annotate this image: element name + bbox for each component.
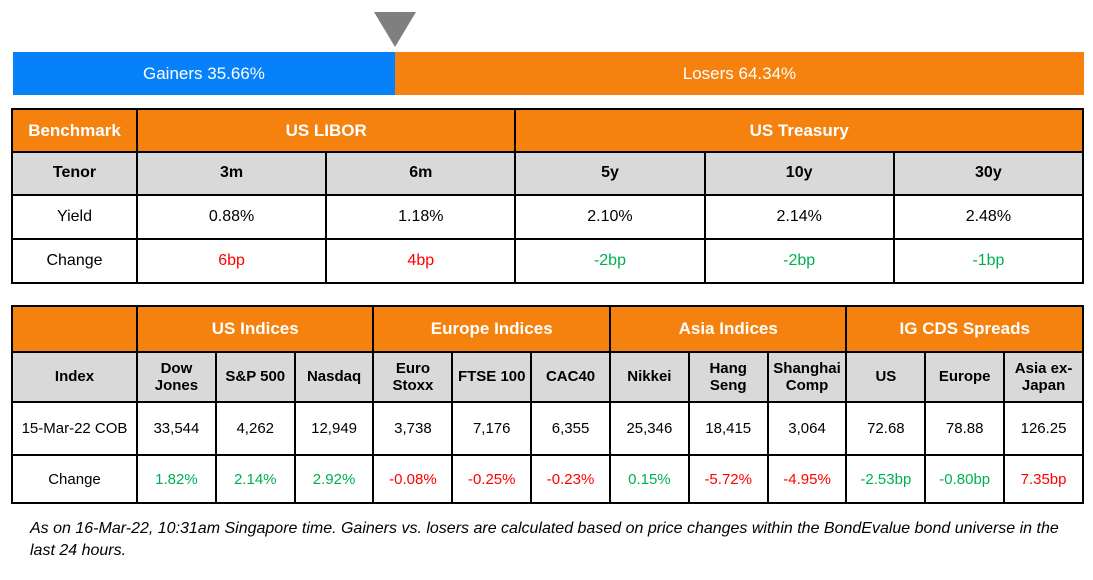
gainers-losers-bar: Gainers 35.66% Losers 64.34% xyxy=(13,52,1084,95)
column-header-cac40: CAC40 xyxy=(530,351,611,403)
tenor-label-cell: Tenor xyxy=(11,151,138,196)
us-treasury-group-header: US Treasury xyxy=(514,108,1084,153)
asia-indices-group-header: Asia Indices xyxy=(608,305,848,353)
benchmark-corner-cell: Benchmark xyxy=(11,108,138,153)
yield-cell-10y: 2.14% xyxy=(703,194,895,240)
yield-cell-5y: 2.10% xyxy=(514,194,706,240)
down-triangle-icon xyxy=(373,12,416,47)
us-libor-group-header: US LIBOR xyxy=(135,108,517,153)
footnote-text: As on 16-Mar-22, 10:31am Singapore time.… xyxy=(30,520,1059,559)
column-header-dow-jones: Dow Jones xyxy=(136,351,217,403)
us-indices-group-header: US Indices xyxy=(135,305,375,353)
yield-label-cell: Yield xyxy=(11,194,138,240)
markets-table: US Indices Europe Indices Asia Indices I… xyxy=(11,305,1084,504)
yield-cell-30y: 2.48% xyxy=(892,194,1085,240)
yield-cell-6m: 1.18% xyxy=(325,194,517,240)
change-cell-asia-ex-japan: 7.35bp xyxy=(1003,454,1084,504)
tenor-cell-5y: 5y xyxy=(514,151,706,196)
column-header-nikkei: Nikkei xyxy=(608,351,690,403)
change-cell-us-cds: -2.53bp xyxy=(845,454,927,504)
benchmark-header-row: Benchmark US LIBOR US Treasury xyxy=(11,108,1084,153)
change-cell-hang-seng: -5.72% xyxy=(687,454,769,504)
value-cell-asia-ex-japan: 126.25 xyxy=(1003,401,1084,456)
column-header-asia-ex-japan: Asia ex-Japan xyxy=(1003,351,1084,403)
market-snapshot: Gainers 35.66% Losers 64.34% Benchmark U… xyxy=(0,10,1093,580)
markets-corner-cell xyxy=(11,305,138,353)
value-cell-dow-jones: 33,544 xyxy=(136,401,217,456)
change-cell-nikkei: 0.15% xyxy=(608,454,690,504)
column-header-us-cds: US xyxy=(845,351,927,403)
cob-values-row: 15-Mar-22 COB 33,544 4,262 12,949 3,738 … xyxy=(11,401,1084,456)
yield-cell-3m: 0.88% xyxy=(135,194,328,240)
value-cell-europe-cds: 78.88 xyxy=(924,401,1006,456)
tenor-cell-30y: 30y xyxy=(892,151,1085,196)
value-cell-euro-stoxx: 3,738 xyxy=(372,401,454,456)
value-cell-shanghai-comp: 3,064 xyxy=(766,401,848,456)
value-cell-cac40: 6,355 xyxy=(530,401,611,456)
change-cell-europe-cds: -0.80bp xyxy=(924,454,1006,504)
europe-indices-group-header: Europe Indices xyxy=(372,305,611,353)
value-cell-ftse100: 7,176 xyxy=(451,401,533,456)
column-header-shanghai-comp: Shanghai Comp xyxy=(766,351,848,403)
column-header-ftse100: FTSE 100 xyxy=(451,351,533,403)
change-cell-dow-jones: 1.82% xyxy=(136,454,217,504)
column-header-hang-seng: Hang Seng xyxy=(687,351,769,403)
change-cell-sp500: 2.14% xyxy=(214,454,296,504)
value-cell-nasdaq: 12,949 xyxy=(293,401,375,456)
markets-header-row: US Indices Europe Indices Asia Indices I… xyxy=(11,305,1084,353)
change-cell-shanghai-comp: -4.95% xyxy=(766,454,848,504)
column-header-nasdaq: Nasdaq xyxy=(293,351,375,403)
value-cell-hang-seng: 18,415 xyxy=(687,401,769,456)
yield-row: Yield 0.88% 1.18% 2.10% 2.14% 2.48% xyxy=(11,194,1085,240)
tenor-cell-10y: 10y xyxy=(703,151,895,196)
markets-change-row: Change 1.82% 2.14% 2.92% -0.08% -0.25% -… xyxy=(11,454,1084,504)
change-cell-nasdaq: 2.92% xyxy=(293,454,375,504)
change-cell-3m: 6bp xyxy=(135,238,328,284)
value-cell-sp500: 4,262 xyxy=(214,401,296,456)
change-cell-ftse100: -0.25% xyxy=(451,454,533,504)
value-cell-nikkei: 25,346 xyxy=(608,401,690,456)
losers-segment: Losers 64.34% xyxy=(394,52,1084,95)
change-cell-5y: -2bp xyxy=(514,238,706,284)
benchmark-change-label-cell: Change xyxy=(11,238,138,284)
change-cell-6m: 4bp xyxy=(325,238,517,284)
marker-zone xyxy=(13,10,1084,47)
change-cell-cac40: -0.23% xyxy=(530,454,611,504)
index-header-row: Index Dow Jones S&P 500 Nasdaq Euro Stox… xyxy=(11,351,1084,403)
date-label-cell: 15-Mar-22 COB xyxy=(11,401,138,456)
tenor-cell-3m: 3m xyxy=(135,151,328,196)
column-header-europe-cds: Europe xyxy=(924,351,1006,403)
ig-cds-spreads-group-header: IG CDS Spreads xyxy=(845,305,1084,353)
gainers-segment: Gainers 35.66% xyxy=(13,52,395,95)
tenor-cell-6m: 6m xyxy=(325,151,517,196)
column-header-sp500: S&P 500 xyxy=(214,351,296,403)
change-cell-10y: -2bp xyxy=(703,238,895,284)
column-header-euro-stoxx: Euro Stoxx xyxy=(372,351,454,403)
change-cell-30y: -1bp xyxy=(892,238,1085,284)
change-cell-euro-stoxx: -0.08% xyxy=(372,454,454,504)
gainers-label: Gainers 35.66% xyxy=(143,63,265,83)
value-cell-us-cds: 72.68 xyxy=(845,401,927,456)
markets-change-label-cell: Change xyxy=(11,454,138,504)
tenor-row: Tenor 3m 6m 5y 10y 30y xyxy=(11,151,1085,196)
benchmark-table: Benchmark US LIBOR US Treasury Tenor 3m … xyxy=(11,108,1085,284)
benchmark-change-row: Change 6bp 4bp -2bp -2bp -1bp xyxy=(11,238,1085,284)
losers-label: Losers 64.34% xyxy=(682,63,797,83)
index-label-cell: Index xyxy=(11,351,138,403)
